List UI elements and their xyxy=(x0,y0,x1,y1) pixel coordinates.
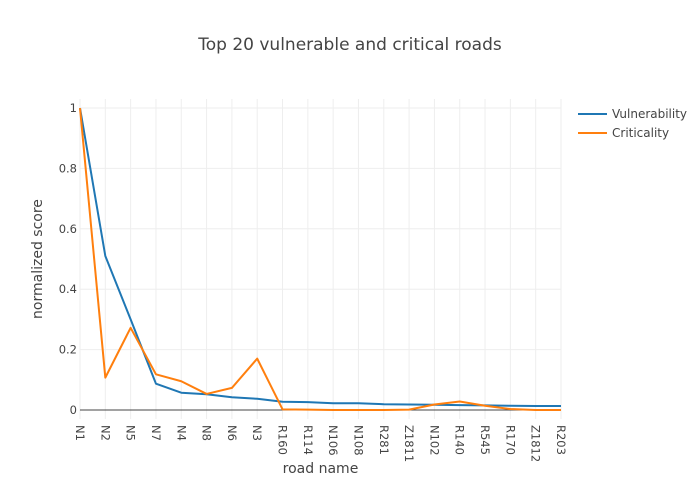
series-line-criticality[interactable] xyxy=(79,107,561,411)
x-tick-label: N3 xyxy=(250,425,264,441)
x-tick-label: N1 xyxy=(73,425,87,441)
y-tick-label: 0 xyxy=(70,403,77,417)
x-tick-label: R170 xyxy=(503,425,517,455)
chart-title: Top 20 vulnerable and critical roads xyxy=(197,35,502,55)
legend-label: Criticality xyxy=(612,126,669,140)
x-tick-label: N7 xyxy=(149,425,163,441)
x-tick-label: R281 xyxy=(377,425,391,455)
x-tick-label: R545 xyxy=(478,425,492,455)
x-tick-label: Z1812 xyxy=(529,425,543,462)
x-axis-title: road name xyxy=(283,461,359,477)
series-line-vulnerability[interactable] xyxy=(79,107,561,408)
x-tick-label: R203 xyxy=(554,425,568,455)
x-tick-label: R114 xyxy=(301,425,315,455)
legend[interactable]: Vulnerability Criticality xyxy=(578,107,687,140)
y-tick-label: 0.6 xyxy=(59,222,77,236)
x-tick-label: N6 xyxy=(225,425,239,441)
y-tick-label: 0.8 xyxy=(59,161,77,175)
x-tick-label: N2 xyxy=(98,425,112,441)
x-tick-label: R160 xyxy=(276,425,290,455)
legend-label: Vulnerability xyxy=(612,107,687,121)
x-tick-label: N106 xyxy=(326,425,340,456)
x-tick-label: Z1811 xyxy=(402,425,416,462)
series-lines xyxy=(79,107,561,411)
y-tick-label: 1 xyxy=(70,101,77,115)
legend-item-criticality[interactable]: Criticality xyxy=(578,126,669,140)
x-tick-label: N8 xyxy=(200,425,214,441)
x-tick-label: N102 xyxy=(427,425,441,456)
gridlines xyxy=(79,99,562,419)
x-tick-label: N108 xyxy=(351,425,365,456)
y-tick-label: 0.2 xyxy=(59,343,77,357)
y-tick-label: 0.4 xyxy=(59,282,77,296)
x-tick-label: N4 xyxy=(174,425,188,441)
x-tick-label: N5 xyxy=(124,425,138,441)
x-tick-labels: N1 N2 N5 N7 N4 N8 N6 N3 R160 R114 N106 N108 R281 Z181… xyxy=(73,425,568,462)
y-axis-title: normalized score xyxy=(30,199,46,319)
legend-item-vulnerability[interactable]: Vulnerability xyxy=(578,107,687,121)
y-tick-labels: 0 0.2 0.4 0.6 0.8 1 xyxy=(59,101,77,417)
x-tick-label: R140 xyxy=(453,425,467,455)
